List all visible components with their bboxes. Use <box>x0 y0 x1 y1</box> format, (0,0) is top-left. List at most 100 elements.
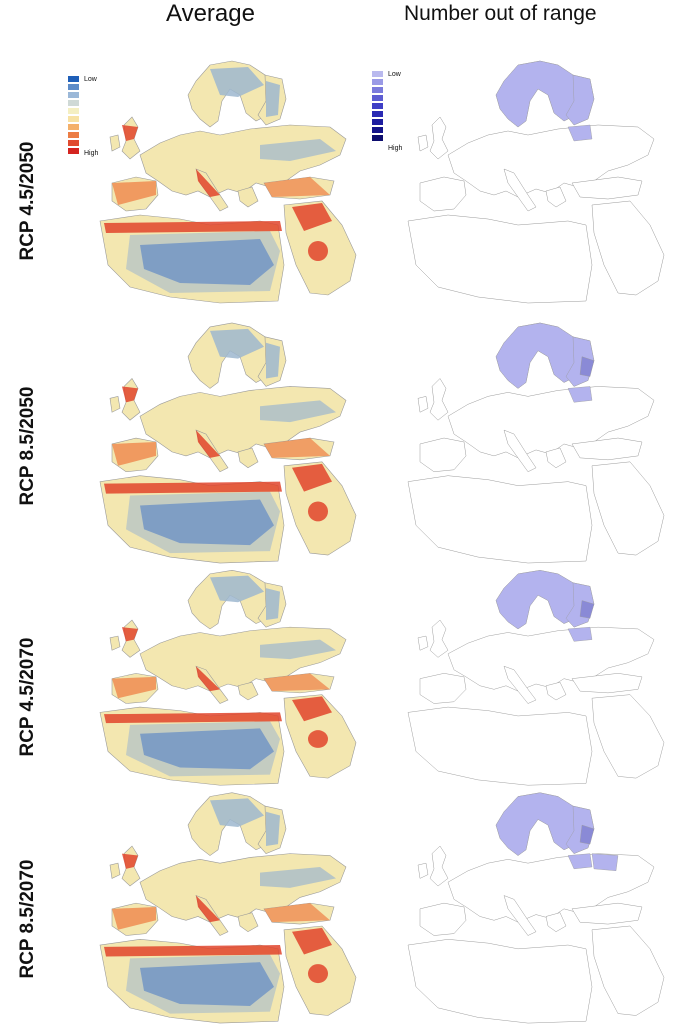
east-europe-cool <box>260 639 336 660</box>
outline-italy <box>503 895 537 936</box>
outline-uk <box>429 378 449 421</box>
column-title-out-of-range: Number out of range <box>404 2 597 25</box>
legend-swatch <box>68 124 79 130</box>
levant-hot <box>292 696 332 722</box>
legend-swatch <box>372 119 383 125</box>
north-africa-coast-hot <box>104 481 282 494</box>
out-of-range-map-row-1 <box>407 60 665 304</box>
scandinavia-cool <box>210 575 264 603</box>
outline-greece <box>545 912 567 932</box>
outline-italy <box>503 665 537 704</box>
sahara-cool-zone <box>126 721 280 777</box>
outline-greece <box>545 186 567 208</box>
legend-swatch <box>372 103 383 109</box>
legend-average-high-label: High <box>84 150 99 157</box>
scandinavia-out-of-range <box>495 792 581 856</box>
column-title-average: Average <box>166 0 255 27</box>
east-europe-cool <box>260 139 336 161</box>
land-greece <box>237 186 259 208</box>
outline-continent <box>447 386 655 459</box>
legend-swatch <box>68 100 79 106</box>
iberia-warm <box>112 676 156 699</box>
legend-swatch <box>372 111 383 117</box>
legend-swatch <box>372 79 383 85</box>
sahara-cool-zone <box>126 491 280 554</box>
uk-hot <box>122 853 138 869</box>
outline-ireland <box>417 396 429 413</box>
legend-swatch <box>372 71 383 77</box>
outline-arabia <box>591 461 665 556</box>
finland-cool <box>266 588 280 621</box>
row-label-rcp85-2070: RCP 8.5/2070 <box>17 859 38 979</box>
legend-average: Low High <box>68 76 128 162</box>
scandinavia-out-of-range <box>495 60 581 128</box>
outline-uk <box>429 116 449 160</box>
outline-continent <box>447 124 655 198</box>
finland-cool <box>266 342 280 379</box>
finland-east-out-of-range <box>579 356 595 377</box>
sahara-cool-zone <box>126 231 280 293</box>
outline-africa <box>407 706 593 786</box>
outline-arabia <box>591 694 665 779</box>
outline-continent <box>447 853 655 923</box>
north-africa-coast-hot <box>104 712 282 724</box>
outline-africa <box>407 939 593 1024</box>
north-africa-coast-hot <box>104 945 282 957</box>
outline-italy <box>503 429 537 473</box>
legend-swatch <box>372 87 383 93</box>
finland-east-out-of-range <box>579 600 595 619</box>
baltic-out-of-range <box>567 853 593 870</box>
legend-swatch <box>68 92 79 98</box>
iberia-warm <box>112 906 156 930</box>
land-ireland <box>109 395 121 413</box>
outline-italy <box>503 168 537 212</box>
land-ireland <box>109 635 121 651</box>
outline-ireland <box>417 862 429 879</box>
average-map-row-3 <box>99 570 357 786</box>
east-europe-cool <box>260 400 336 423</box>
outline-turkey <box>571 902 643 925</box>
east-europe-cool <box>260 866 336 888</box>
italy-hot <box>196 169 220 197</box>
legend-out-of-range-high-label: High <box>388 145 403 152</box>
outline-turkey <box>571 176 643 200</box>
finland-out-of-range <box>565 74 595 126</box>
row-label-rcp45-2050: RCP 4.5/2050 <box>17 141 38 261</box>
uk-hot <box>122 627 138 642</box>
italy-hot <box>196 430 220 458</box>
sahara-cool-zone <box>126 954 280 1014</box>
land-greece <box>237 912 259 933</box>
levant-hot <box>292 463 332 492</box>
out-of-range-map-row-2 <box>407 322 665 564</box>
row-label-rcp45-2070: RCP 4.5/2070 <box>17 637 38 757</box>
outline-africa <box>407 475 593 564</box>
land-ireland <box>109 862 121 879</box>
out-of-range-map-row-3 <box>407 570 665 786</box>
russia-west-out-of-range <box>591 853 619 871</box>
row-label-rcp85-2050: RCP 8.5/2050 <box>17 386 38 506</box>
uk-hot <box>122 125 138 141</box>
arabia-hot-spot <box>308 241 328 261</box>
uk-hot <box>122 386 138 403</box>
outline-turkey <box>571 673 643 694</box>
north-africa-coast-hot <box>104 221 282 233</box>
legend-swatch <box>68 76 79 82</box>
italy-hot <box>196 666 220 692</box>
legend-average-low-label: Low <box>84 76 97 83</box>
outline-africa <box>407 214 593 304</box>
scandinavia-out-of-range <box>495 322 581 389</box>
turkey-warm <box>264 177 330 197</box>
legend-swatch <box>372 135 383 141</box>
italy-hot <box>196 895 220 923</box>
outline-ireland <box>417 635 429 651</box>
outline-continent <box>447 626 655 692</box>
outline-iberia <box>419 176 467 212</box>
arabia-hot-spot <box>308 501 328 522</box>
legend-swatch <box>372 127 383 133</box>
baltic-out-of-range <box>567 386 593 403</box>
iberia-warm <box>112 441 156 466</box>
outline-uk <box>429 845 449 887</box>
outline-iberia <box>419 902 467 936</box>
turkey-warm <box>264 438 330 458</box>
turkey-warm <box>264 673 330 692</box>
